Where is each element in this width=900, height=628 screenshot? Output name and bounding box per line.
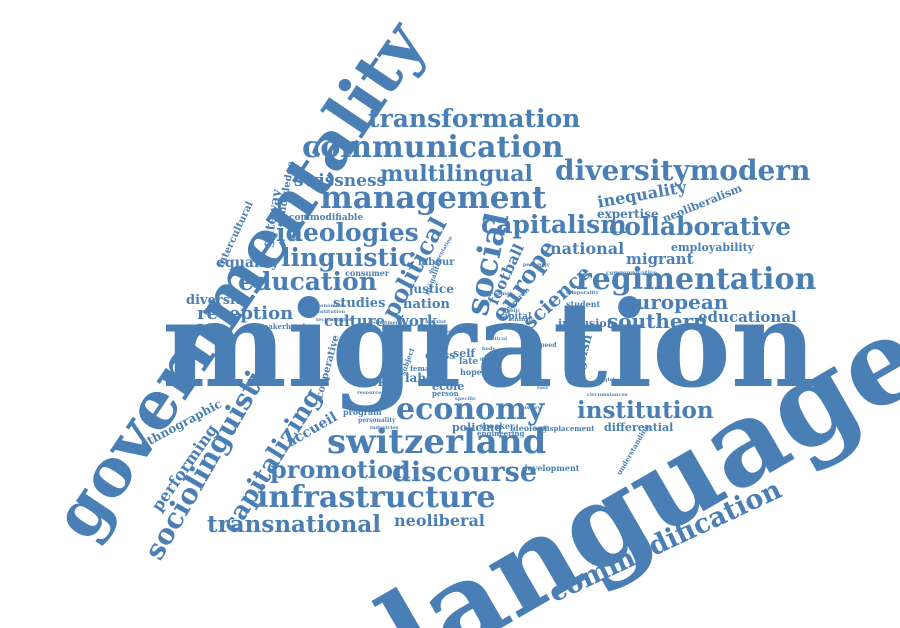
word-development: development [522,463,580,473]
word-labour: labour [418,257,455,268]
word-diversitymodern: diversitymodern [555,154,811,187]
word-linguistic: linguistic [281,243,414,272]
word-justice: justice [409,282,454,296]
word-public: public [503,308,521,314]
word-differential: differential [604,421,674,434]
word-globalisation: globalisation [604,377,641,383]
word-educational: educational [698,308,797,326]
word-nation: nation [403,297,450,312]
word-migration: migration [162,275,817,414]
word-body: body [482,346,496,352]
word-multilingual: multilingual [380,161,533,187]
word-specific: specific [455,396,477,402]
word-industries: industries [370,425,399,431]
word-southern: southern [607,309,708,333]
word-ideologies: ideologies [276,218,419,247]
word-constitution: constitution [311,309,346,315]
word-employability: employability [671,241,755,254]
word-hope: hope [460,367,482,377]
word-switzerland: switzerland [327,422,547,462]
word-ecole: ecole [432,380,465,393]
word-recruitment: recruitment [368,320,402,326]
word-temporality: temporality [566,290,599,296]
word-spending: spending [484,291,510,297]
word-pedagogy: pedagogy [523,262,550,268]
word-engineering: engineering [477,429,525,438]
word-student: student [566,299,601,309]
word-equality: equality [216,255,280,271]
word-technologies: technologies [316,317,352,323]
word-speed: speed [537,342,557,349]
word-collaborative: collaborative [609,212,792,241]
word-critical: critical [487,336,507,342]
word-discourse: discourse [392,457,538,488]
word-speakerhood: speakerhood [255,322,306,331]
word-late: late [459,357,479,367]
word-self: self [453,347,476,360]
word-ideological: ideological [431,329,462,335]
word-communication: communication [302,130,564,165]
word-work: work [396,312,438,330]
word-female: female [410,364,437,373]
word-management: management [320,180,547,216]
word-infrastructure: infrastructure [257,480,496,515]
word-expertise: expertise [597,207,659,221]
word-autonomous: autonomous [311,303,346,309]
word-neoliberal: neoliberal [394,511,485,530]
word-economy: economy [396,392,545,427]
word-regimentation: regimentation [576,262,817,297]
word-culture: culture [324,312,386,330]
word-transformation: transformation [368,104,581,133]
word-institution: institution [577,397,714,424]
word-tool: tool [537,385,548,391]
word-growth: growth [480,356,500,362]
word-speaker: speaker [479,421,515,431]
word-program: program [343,407,382,417]
word-promotion: promotion [270,455,411,484]
word-european: european [623,290,729,314]
word-capital: capital [497,312,532,322]
word-consumer: consumer [345,268,390,278]
word-national: national [550,239,625,258]
word-marxist: marxist [425,319,447,325]
word-circumstances: circumstances [587,392,628,398]
word-swissness: swissness [294,171,387,191]
word-worker: worker [351,375,402,390]
word-diversity: diversity [186,293,249,308]
word-displacement: displacement [542,424,595,433]
word-education: education [238,267,377,296]
word-commodifiable: commodifiable [289,213,364,223]
word-capitalism: capitalism [481,210,627,239]
word-studies: studies [333,296,386,311]
word-class: class [425,349,456,362]
word-inclusion: inclusion [558,317,615,330]
word-communicative: communicative [606,270,658,277]
word-transnational: transnational [207,511,382,538]
word-person: person [432,389,459,398]
word-labor: labor [405,371,441,385]
word-resources: resources [357,390,385,396]
word-ideology: ideology [510,423,548,433]
word-reception: reception [197,303,294,324]
word-migrant: migrant [626,250,694,268]
word-personality: personality [358,417,396,424]
word-policing: policing [452,421,502,434]
word-ethnicity: ethnicity [509,317,534,323]
word-history: history [521,405,541,411]
